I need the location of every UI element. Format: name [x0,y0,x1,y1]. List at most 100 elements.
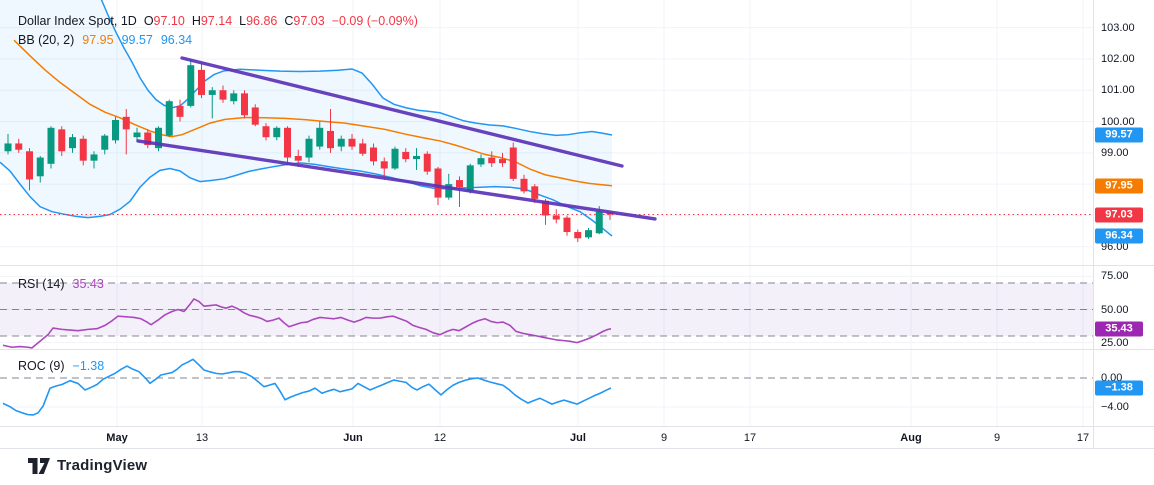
candle [273,126,281,141]
last-price-badge: 97.03 [1095,207,1143,222]
candle [499,152,506,167]
candle [563,215,571,236]
roc-panel[interactable] [0,358,1093,416]
chart-canvas[interactable] [0,0,1154,449]
price-tick: 96.00 [1101,240,1129,253]
bb-lower-price-badge: 96.34 [1095,228,1143,244]
candle [208,87,216,119]
candle [122,109,130,155]
high-label: H [191,14,201,28]
time-tick: 12 [433,431,447,444]
rsi-legend[interactable]: RSI (14) 35.43 [18,277,104,292]
time-tick: 17 [743,431,757,444]
rsi-tick: 25.00 [1101,336,1129,349]
rsi-line [2,298,612,349]
candle [316,121,324,150]
candle [327,109,334,153]
time-axis[interactable]: May 13 Jun 12 Jul 9 17 Aug 9 17 [0,427,1093,448]
bb-basis-price-badge: 97.95 [1095,178,1143,194]
candle [520,174,528,194]
main-legend: Dollar Index Spot, 1D O97.10 H97.14 L96.86 C… [18,14,418,52]
candle [305,135,313,163]
close-label: C [284,14,294,28]
candle [509,142,517,182]
roc-legend[interactable]: ROC (9) −1.38 [18,359,104,374]
bb-legend-row[interactable]: BB (20, 2) 97.95 99.57 96.34 [18,33,418,48]
tradingview-logo-icon [28,457,50,474]
price-tick: 100.00 [1101,115,1135,128]
close-value: 97.03 [293,14,325,28]
bb-basis-line [13,39,613,187]
bb-upper-line [100,0,613,137]
roc-indicator-title: ROC (9) [18,359,65,373]
candle [413,148,420,171]
rsi-panel[interactable] [0,282,1093,349]
candle [101,134,109,155]
candle [36,155,44,183]
candle [15,138,23,153]
bb-indicator-title: BB (20, 2) [18,33,75,47]
open-value: 97.10 [153,14,185,28]
candle [585,227,592,239]
bb-basis-value: 97.95 [82,33,114,47]
candle [262,123,270,141]
candle [402,148,410,163]
tradingview-logo-text: TradingView [57,457,148,474]
bb-upper-value: 99.57 [121,33,153,47]
candle [187,58,195,108]
rsi-indicator-title: RSI (14) [18,277,65,291]
candle [165,99,173,138]
candle [241,90,248,119]
candle [380,157,388,181]
price-axis[interactable]: 103.00102.00101.00100.0099.0098.0097.009… [1093,0,1154,449]
candle [456,176,463,207]
time-tick: May [106,431,128,444]
roc-value: −1.38 [72,359,105,373]
price-tick: 102.00 [1101,52,1135,65]
time-tick: 9 [660,431,668,444]
time-tick: Aug [900,431,922,444]
rsi-tick: 75.00 [1101,270,1129,283]
candle [359,138,367,156]
candle [488,151,496,167]
candle [219,85,227,103]
price-panel[interactable] [0,0,1093,243]
candle [477,154,485,167]
candle [198,63,205,99]
low-value: 96.86 [246,14,278,28]
candle [176,99,184,122]
candle [4,134,12,155]
candle [90,151,98,169]
time-tick: 13 [195,431,209,444]
tradingview-logo[interactable]: TradingView [28,457,147,474]
candle [58,126,66,156]
candle [423,151,431,175]
rsi-tick: 50.00 [1101,303,1129,316]
time-tick: 9 [993,431,1001,444]
roc-line [2,358,612,416]
candle [574,229,582,243]
candle [552,209,560,224]
candle [284,126,291,166]
rsi-value: 35.43 [72,277,104,291]
trendline[interactable] [180,56,624,168]
price-tick: 99.00 [1101,146,1129,159]
trendline[interactable] [136,139,657,221]
candle [79,135,87,166]
bb-lower-value: 96.34 [160,33,193,47]
price-tick: 103.00 [1101,21,1135,34]
candle [348,134,356,150]
candle [391,146,399,171]
symbol-legend-row[interactable]: Dollar Index Spot, 1D O97.10 H97.14 L96.86 C… [18,14,418,29]
roc-value-badge: −1.38 [1095,380,1143,396]
time-tick: Jul [570,431,586,444]
open-label: O [143,14,154,28]
bb-upper-price-badge: 99.57 [1095,127,1143,143]
candles-layer [4,58,614,243]
candle [155,126,162,152]
candle [69,134,76,153]
candle [230,90,238,105]
bb-lower-line [0,161,613,237]
rsi-value-badge: 35.43 [1095,321,1143,337]
